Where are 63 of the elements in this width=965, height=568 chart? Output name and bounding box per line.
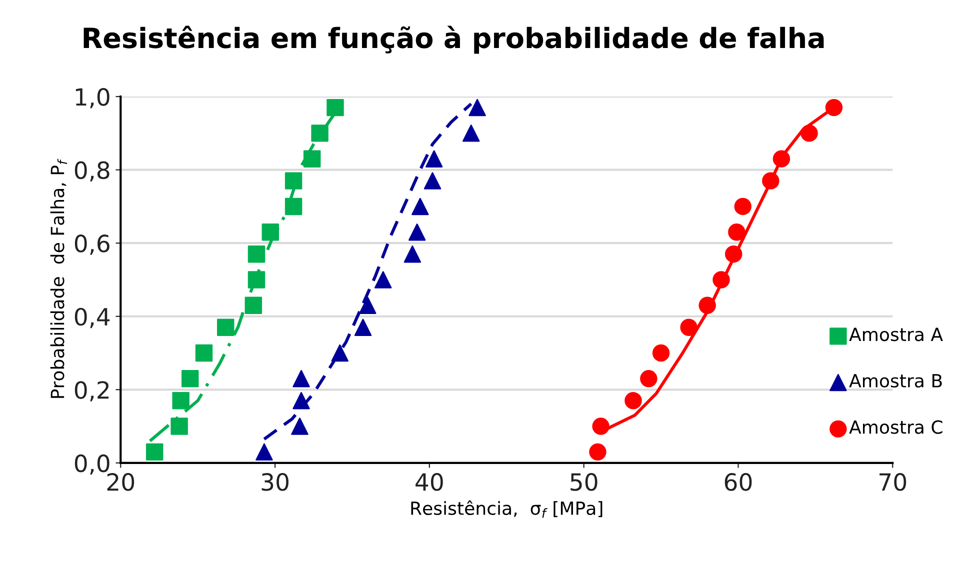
point (311, 124, 328, 142)
point (170, 418, 188, 435)
chart-title: Resistência em função à probabilidade de falha (84, 26, 824, 54)
point (262, 224, 280, 241)
point (244, 296, 262, 314)
legend-label: Amostra C (849, 420, 942, 434)
y-axis-title: Probabilidade de Falha, P$_{f}$ (50, 158, 68, 398)
point (724, 245, 742, 263)
point (589, 443, 606, 461)
point (256, 443, 273, 461)
point (217, 318, 234, 336)
y-tick-label: 0,0 (74, 454, 110, 475)
point (592, 418, 610, 435)
x-tick-label: 60 (724, 473, 752, 491)
point (762, 172, 780, 190)
x-tick-label: 50 (570, 473, 598, 491)
y-tick-label: 0,8 (74, 161, 110, 182)
point (734, 198, 752, 216)
point (680, 318, 698, 336)
point (374, 271, 392, 288)
point (462, 124, 480, 142)
point (825, 98, 843, 116)
point (331, 344, 348, 362)
x-tick-label: 30 (262, 473, 288, 491)
y-tick-label: 0,2 (74, 381, 109, 402)
point (303, 150, 321, 168)
point (624, 392, 642, 410)
x-tick-label: 40 (416, 473, 443, 491)
point (424, 172, 442, 190)
point (284, 198, 302, 216)
point (412, 198, 429, 216)
point (772, 150, 790, 168)
point (195, 344, 213, 362)
point (652, 344, 670, 362)
point (291, 418, 308, 435)
point (172, 392, 190, 410)
x-tick-label: 70 (880, 473, 906, 491)
y-tick-label: 0,6 (74, 234, 110, 255)
point (698, 296, 716, 314)
x-tick-label: 20 (107, 473, 134, 491)
point (359, 296, 376, 314)
legend-label: Amostra A (849, 328, 943, 342)
legend-label: Amostra B (849, 374, 942, 388)
y-tick-label: 1,0 (76, 88, 110, 108)
point (728, 224, 746, 241)
x-axis-title: Resistência, σ$_{f}$ [MPa] (411, 500, 602, 518)
point (640, 370, 658, 388)
point (292, 392, 310, 410)
point (248, 245, 266, 263)
point (284, 172, 302, 190)
point (292, 370, 310, 388)
point (468, 98, 486, 116)
point (248, 271, 266, 288)
point (146, 443, 164, 461)
point (425, 150, 443, 168)
point (712, 271, 730, 288)
point (181, 370, 199, 388)
y-tick-label: 0,4 (74, 308, 110, 328)
point (326, 98, 344, 116)
point (800, 124, 818, 142)
point (354, 318, 372, 336)
point (404, 245, 422, 263)
point (408, 224, 426, 241)
